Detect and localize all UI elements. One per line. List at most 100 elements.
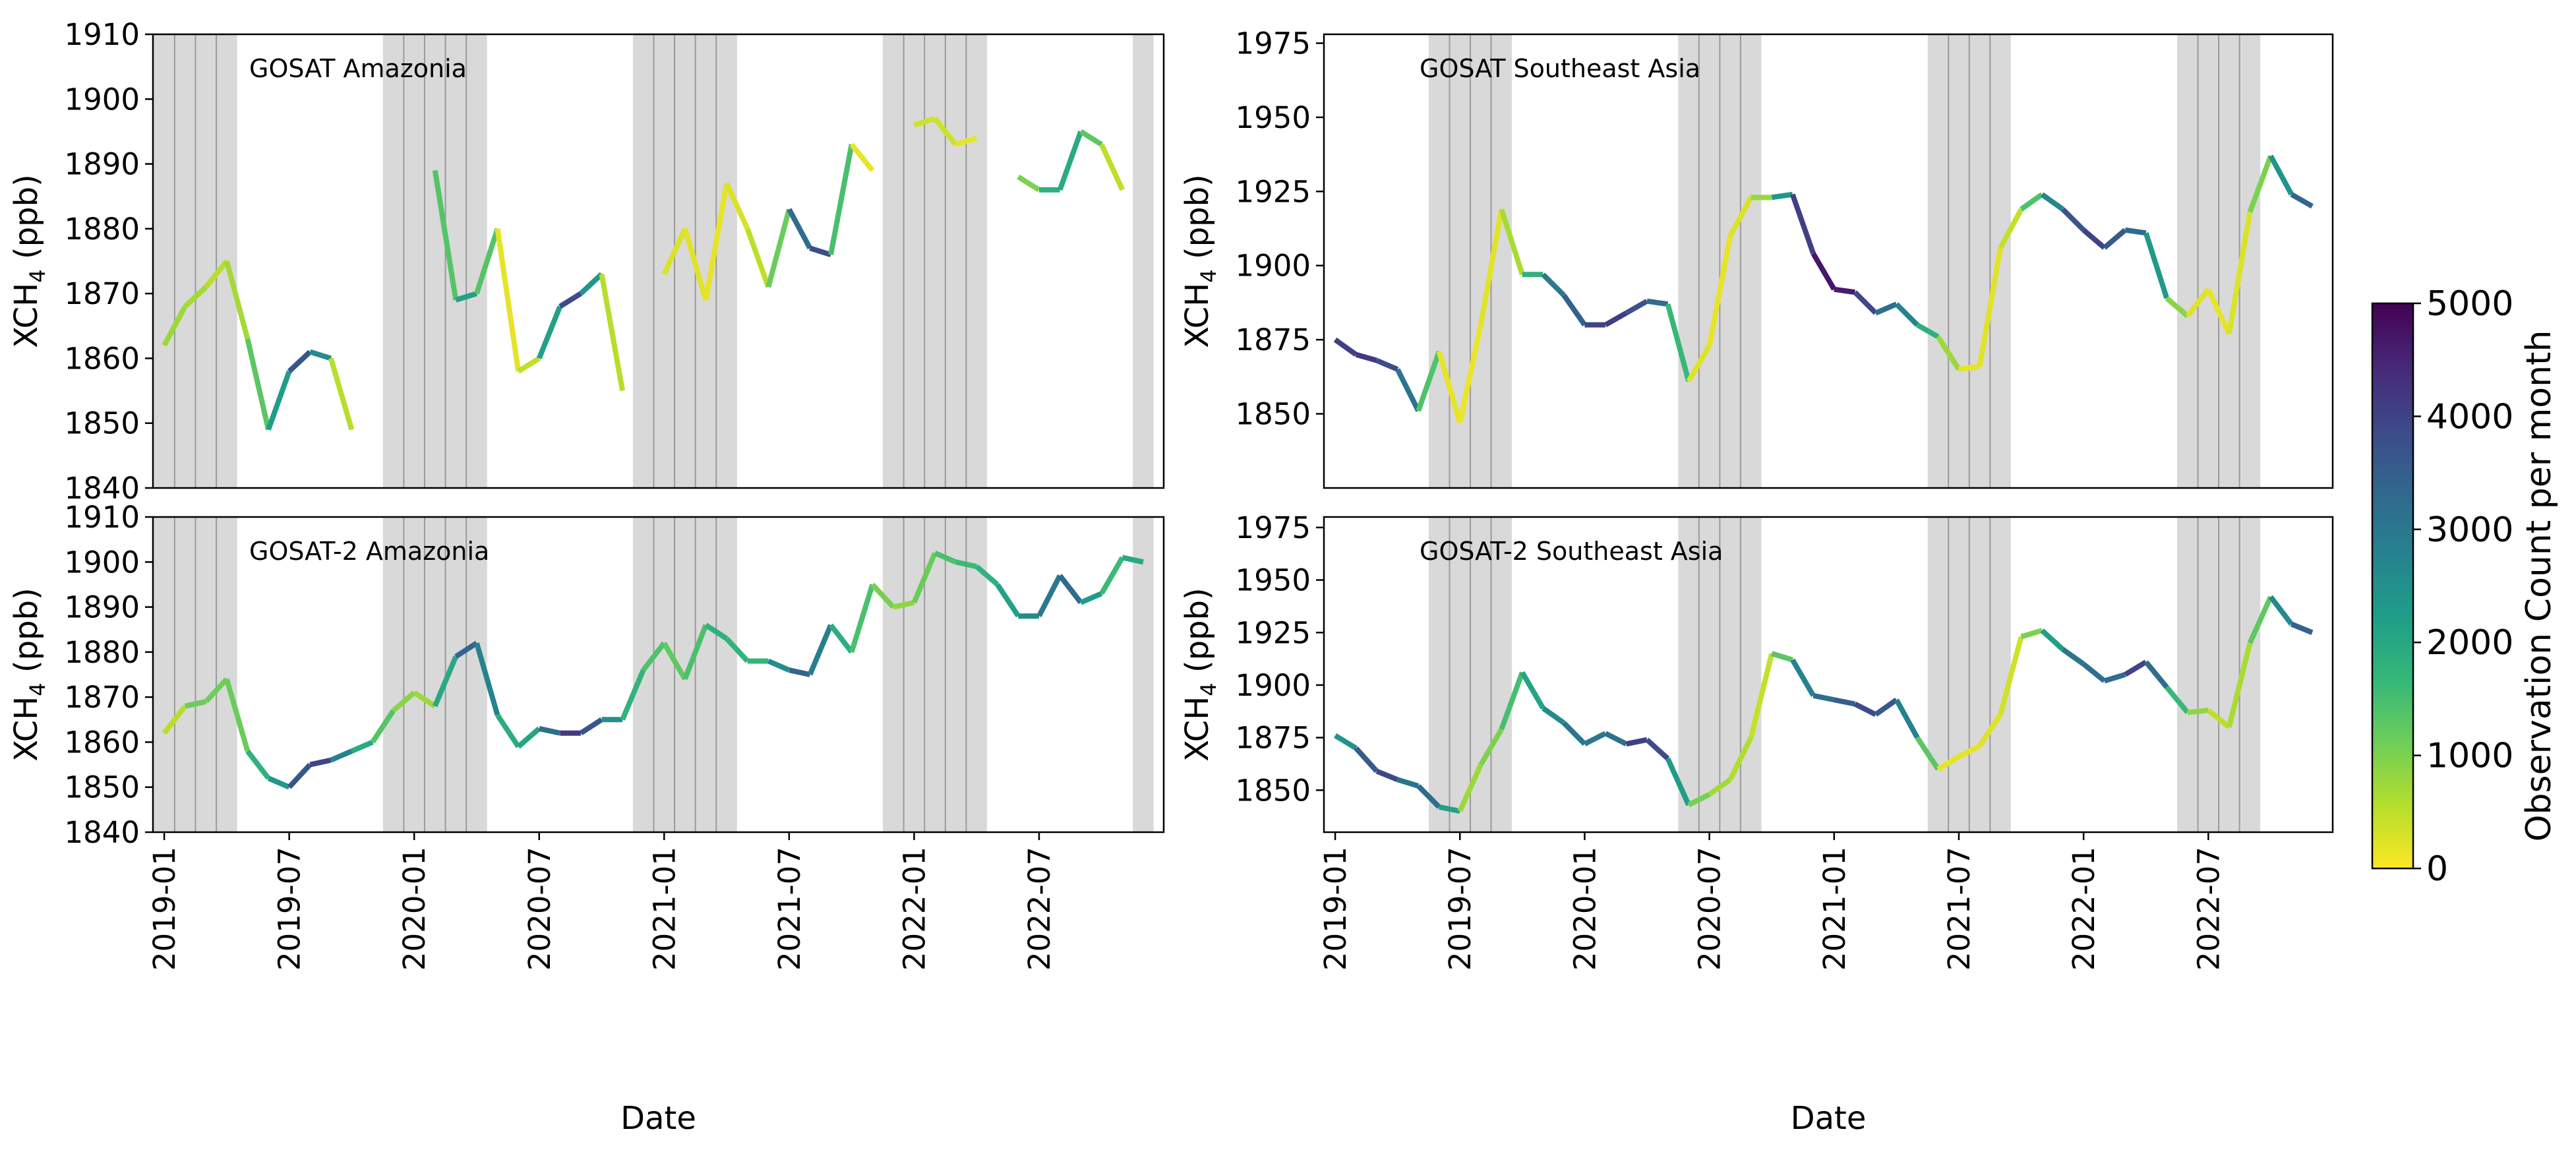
y-axis-title: XCH4 (ppb) <box>1179 174 1221 348</box>
data-line-segment <box>955 559 978 570</box>
x-tick-label: 2021-01 <box>1817 847 1852 971</box>
data-line-segment <box>1520 671 1545 710</box>
shaded-month <box>924 34 945 488</box>
data-line-segment <box>1936 335 1962 371</box>
data-line-segment <box>1396 777 1420 789</box>
colorbar-gradient <box>2371 302 2414 870</box>
data-line-segment <box>309 757 332 768</box>
data-line-segment <box>2247 154 2273 214</box>
shaded-month <box>966 34 987 488</box>
data-line-segment <box>1375 357 1399 372</box>
data-line-segment <box>744 227 771 288</box>
data-line-segment <box>1789 193 1816 255</box>
chart-panel-3: 1840 1850 1860 1870 1880 1890 1900 1910 2019-01 2… <box>8 500 1165 1137</box>
data-line-segment <box>538 726 561 736</box>
y-tick-label: 1850 <box>64 406 140 441</box>
shaded-month <box>2198 34 2219 488</box>
data-line-segment <box>913 115 936 128</box>
data-line-segment <box>162 704 187 735</box>
data-line-segment <box>995 583 1021 618</box>
data-line-segment <box>309 349 332 361</box>
data-line-segment <box>1853 702 1877 717</box>
data-line-segment <box>2226 212 2253 334</box>
y-tick-label: 1850 <box>1235 773 1311 808</box>
data-line-segment <box>2206 708 2231 729</box>
data-line-segment <box>1833 697 1856 707</box>
data-line-segment <box>934 550 957 564</box>
data-line-segment <box>1562 721 1587 746</box>
data-line-segment <box>224 678 251 752</box>
shaded-month <box>1133 517 1154 832</box>
data-line-segment <box>789 667 811 677</box>
data-line-segment <box>1099 143 1125 191</box>
data-line-segment <box>661 227 688 276</box>
shaded-month <box>945 34 967 488</box>
data-line-segment <box>432 169 459 301</box>
shaded-month <box>716 34 737 488</box>
shaded-month <box>1969 517 1991 832</box>
shaded-month <box>653 517 675 832</box>
y-tick-label: 1875 <box>1235 322 1311 357</box>
shaded-month <box>1740 34 1762 488</box>
data-line-segment <box>2290 192 2314 209</box>
shaded-month <box>382 517 404 832</box>
colorbar-tick-label: 0 <box>2426 849 2448 889</box>
data-line-segment <box>1478 208 1505 326</box>
x-tick-label: 2022-07 <box>2191 847 2226 971</box>
data-line-segment <box>1998 636 2024 715</box>
data-line-segment <box>330 748 353 763</box>
data-line-segment <box>1874 301 1898 316</box>
y-tick-label: 1900 <box>1235 668 1311 703</box>
data-line-segment <box>245 749 271 780</box>
data-line-segment <box>266 370 292 431</box>
shaded-month <box>2177 34 2198 488</box>
data-line-segment <box>932 117 958 146</box>
y-tick-label: 1925 <box>1235 174 1311 209</box>
data-line-segment <box>1834 286 1855 295</box>
data-line-segment <box>537 305 563 359</box>
plot-frame <box>152 516 1165 834</box>
data-line-segment <box>2165 685 2190 714</box>
data-line-segment <box>455 291 478 303</box>
panel-title: GOSAT Amazonia <box>249 54 467 83</box>
y-tick-label: 1890 <box>64 147 140 182</box>
y-tick-label: 1950 <box>1235 563 1311 598</box>
y-axis-title: XCH4 (ppb) <box>8 174 50 348</box>
data-line-segment <box>1058 574 1083 605</box>
data-line-segment <box>2040 628 2065 652</box>
data-line-segment <box>1436 351 1463 424</box>
shaded-month <box>404 517 425 832</box>
data-line-segment <box>474 227 500 295</box>
y-tick-label: 1900 <box>1235 249 1311 284</box>
data-line-segment <box>725 636 750 663</box>
data-line-segment <box>1727 736 1754 781</box>
data-line-segment <box>350 739 374 754</box>
shaded-month <box>1428 34 1450 488</box>
data-line-segment <box>2226 642 2253 728</box>
data-line-segment <box>1998 208 2024 249</box>
data-line-segment <box>224 260 251 340</box>
data-line-segment <box>2268 154 2294 196</box>
data-line-segment <box>911 552 938 604</box>
data-line-segment <box>454 640 479 659</box>
y-tick-label: 1850 <box>1235 397 1311 432</box>
data-line-segment <box>370 709 396 744</box>
data-line-segment <box>204 677 229 704</box>
data-line-segment <box>245 338 271 431</box>
data-line-segment <box>1686 344 1712 383</box>
data-line-segment <box>1457 764 1483 812</box>
x-tick-label: 2021-07 <box>772 847 807 971</box>
shaded-month <box>903 34 925 488</box>
data-line-segment <box>184 699 207 709</box>
data-line-segment <box>1665 303 1691 382</box>
y-tick-label: 1860 <box>64 725 140 760</box>
data-line-segment <box>391 690 416 713</box>
panel-title: GOSAT-2 Southeast Asia <box>1420 537 1723 566</box>
x-axis-title: Date <box>620 1100 696 1137</box>
data-line-segment <box>682 227 709 301</box>
data-line-segment <box>1079 129 1103 147</box>
data-line-segment <box>2124 659 2147 677</box>
data-line-segment <box>1333 733 1358 750</box>
x-tick-label: 2022-01 <box>897 847 932 971</box>
